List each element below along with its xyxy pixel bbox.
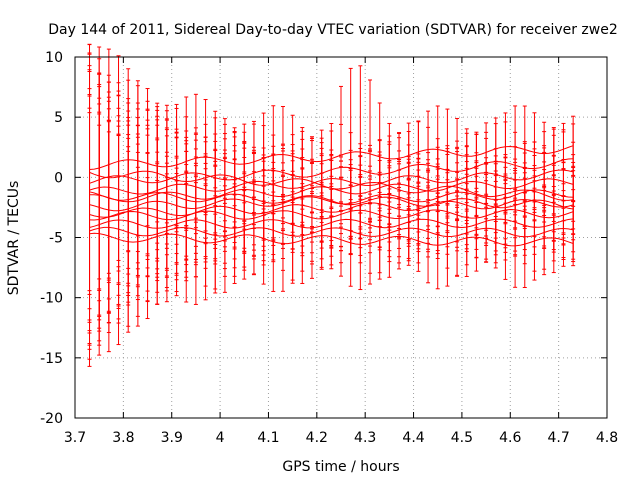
grid (75, 57, 607, 418)
y-tick-label: 10 (45, 50, 63, 66)
y-tick-label: 0 (54, 170, 63, 186)
y-tick-label: -15 (40, 351, 63, 367)
axis-ticks: 3.7 3.8 3.9 4 4.1 4.2 4.3 4.4 4.5 4.6 4.7 4.8 -20 -15… (40, 50, 618, 446)
x-axis-label: GPS time / hours (282, 459, 399, 475)
data-series (87, 43, 576, 367)
x-tick-label: 3.8 (112, 430, 134, 446)
x-tick-label: 4.6 (499, 430, 521, 446)
x-tick-label: 4.8 (596, 430, 618, 446)
x-tick-label: 4.7 (548, 430, 570, 446)
x-tick-label: 3.7 (64, 430, 86, 446)
x-tick-label: 4.1 (257, 430, 279, 446)
x-tick-label: 4.5 (451, 430, 473, 446)
y-tick-label: -5 (49, 231, 63, 247)
x-tick-label: 4.4 (402, 430, 424, 446)
y-tick-label: -20 (40, 411, 63, 427)
x-tick-label: 3.9 (161, 430, 183, 446)
x-tick-label: 4.2 (306, 430, 328, 446)
y-tick-label: -10 (40, 291, 63, 307)
y-axis-label: SDTVAR / TECUs (6, 181, 22, 296)
y-tick-label: 5 (54, 110, 63, 126)
x-tick-label: 4 (216, 430, 225, 446)
chart-title: Day 144 of 2011, Sidereal Day-to-day VTE… (48, 22, 618, 38)
x-tick-label: 4.3 (354, 430, 376, 446)
